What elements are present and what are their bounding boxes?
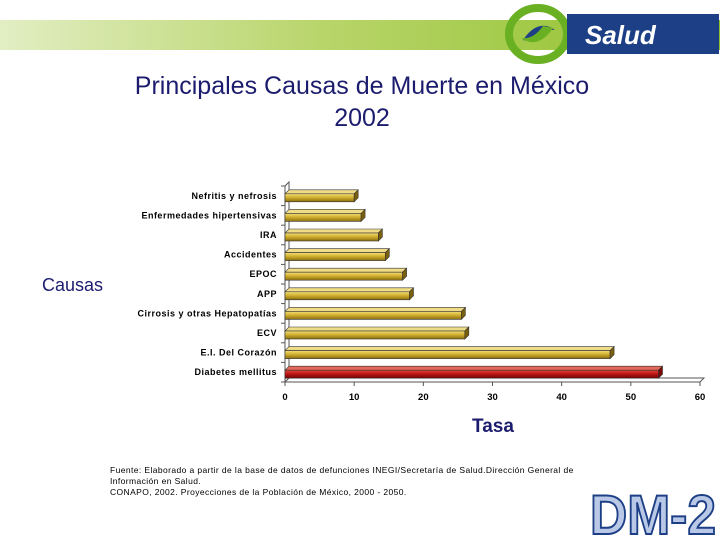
bar-face bbox=[284, 291, 410, 301]
bar-face bbox=[284, 193, 355, 203]
category-label: Cirrosis y otras Hepatopatías bbox=[137, 308, 277, 318]
bar-face bbox=[284, 350, 611, 359]
bar-top bbox=[284, 326, 470, 332]
bar-end bbox=[384, 247, 390, 262]
bar-face bbox=[284, 311, 462, 320]
x-tick-label: 40 bbox=[556, 392, 567, 403]
x-axis-title: Tasa bbox=[472, 416, 514, 437]
bar-chart: 0 10 20 30 40 50 60 Nefritis y nefrosis Enfermed… bbox=[42, 180, 706, 437]
source-note: Fuente: Elaborado a partir de la base de… bbox=[110, 465, 580, 498]
bar-top bbox=[284, 228, 384, 234]
bar-end bbox=[609, 345, 615, 360]
category-label: Enfermedades hipertensivas bbox=[141, 210, 277, 220]
source-line1: Fuente: Elaborado a partir de la base de… bbox=[110, 465, 574, 475]
category-label: Diabetes mellitus bbox=[194, 367, 277, 377]
bar bbox=[284, 365, 664, 379]
x-tick-label: 0 bbox=[282, 392, 287, 403]
x-tick-label: 20 bbox=[418, 392, 429, 403]
x-tick-label: 50 bbox=[626, 392, 637, 403]
bar-end bbox=[464, 326, 470, 340]
bar-top bbox=[284, 248, 391, 253]
category-label: EPOC bbox=[249, 269, 277, 279]
bar bbox=[284, 228, 384, 242]
x-axis-floor bbox=[283, 377, 706, 383]
bar-face bbox=[284, 213, 362, 222]
bar-top bbox=[284, 307, 467, 312]
bar-end bbox=[409, 287, 414, 301]
bar-face bbox=[284, 330, 466, 340]
bar-top bbox=[284, 189, 359, 195]
source-line2: Información en Salud. bbox=[110, 476, 202, 486]
bar-end bbox=[461, 306, 466, 321]
bar-face bbox=[284, 271, 403, 281]
dm2-watermark: DM-2 bbox=[589, 482, 717, 540]
page-title: Principales Causas de Muerte en México 2… bbox=[60, 70, 664, 134]
bar-top bbox=[284, 209, 366, 214]
y-axis-title: Causas bbox=[42, 275, 103, 295]
bar-face bbox=[284, 369, 659, 379]
source-line3: CONAPO, 2002. Proyecciones de la Poblaci… bbox=[110, 487, 407, 497]
page-title-line1: Principales Causas de Muerte en México bbox=[134, 72, 590, 100]
bar bbox=[284, 306, 467, 321]
bar bbox=[284, 189, 359, 203]
page-title-line2: 2002 bbox=[334, 104, 390, 132]
bar-top bbox=[284, 365, 664, 371]
salud-logo: Salud bbox=[505, 4, 719, 64]
x-tick-label: 30 bbox=[487, 392, 498, 403]
category-label: IRA bbox=[260, 230, 277, 240]
bar bbox=[284, 267, 408, 281]
category-label: E.I. Del Corazón bbox=[200, 348, 277, 358]
category-label: Accidentes bbox=[224, 250, 277, 260]
bar-top bbox=[284, 346, 615, 351]
bar-top bbox=[284, 287, 415, 293]
bar-face bbox=[284, 252, 386, 261]
bar-end bbox=[353, 189, 359, 203]
bar-end bbox=[378, 228, 383, 242]
bar-face bbox=[284, 232, 379, 242]
x-tick-label: 10 bbox=[349, 392, 360, 403]
category-label: APP bbox=[257, 289, 277, 299]
category-label: ECV bbox=[257, 328, 277, 338]
bar-top bbox=[284, 267, 408, 273]
bar bbox=[284, 208, 366, 223]
bar-end bbox=[658, 365, 663, 379]
salud-logo-text: Salud bbox=[585, 20, 657, 50]
bar-end bbox=[360, 208, 366, 223]
category-label: Nefritis y nefrosis bbox=[191, 191, 277, 201]
dm2-watermark-text: DM-2 bbox=[590, 483, 716, 540]
bar bbox=[284, 345, 615, 360]
bar bbox=[284, 326, 470, 340]
bar-end bbox=[402, 267, 407, 281]
x-tick-label: 60 bbox=[695, 392, 706, 403]
bar bbox=[284, 287, 415, 301]
bar bbox=[284, 247, 391, 262]
